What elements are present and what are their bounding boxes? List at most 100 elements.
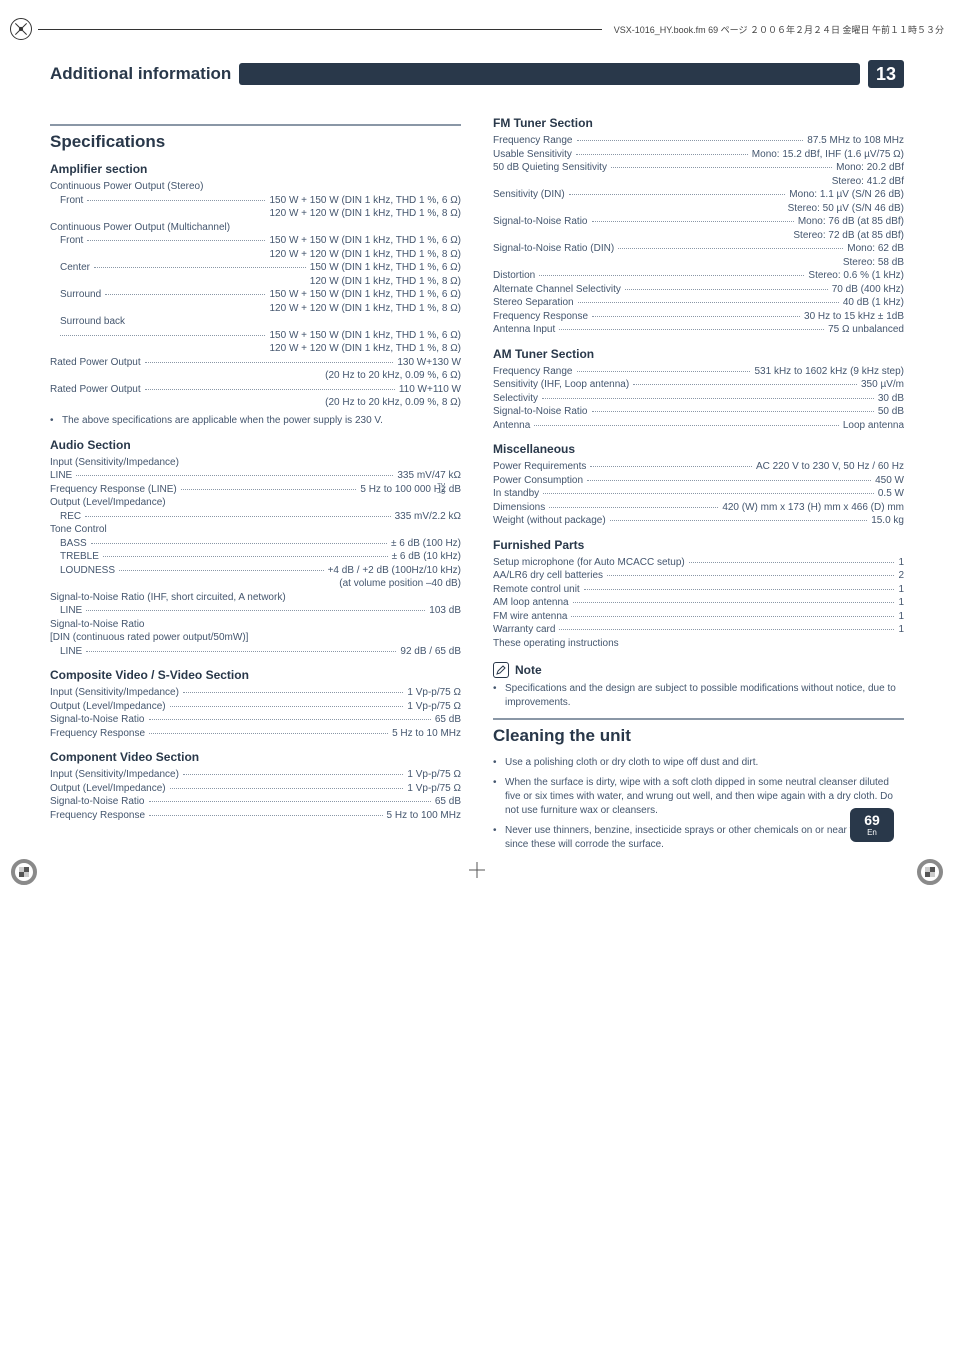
spec-row: AM loop antenna1 xyxy=(493,596,904,610)
row-value: Mono: 15.2 dBf, IHF (1.6 µV/75 Ω) xyxy=(752,148,904,162)
row-value: 150 W + 150 W (DIN 1 kHz, THD 1 %, 6 Ω) xyxy=(269,194,461,208)
amp-note-item: The above specifications are applicable … xyxy=(50,414,461,428)
row-label: Sensitivity (IHF, Loop antenna) xyxy=(493,378,629,392)
row-label: LINE xyxy=(60,645,82,659)
registration-mark-br xyxy=(916,858,944,886)
page-number-chip: 69 En xyxy=(850,808,894,842)
row-label: AA/LR6 dry cell batteries xyxy=(493,569,603,583)
row-value: Stereo: 50 µV (S/N 46 dB) xyxy=(493,202,904,216)
row-value: 92 dB / 65 dB xyxy=(400,645,461,659)
row-label: Output (Level/Impedance) xyxy=(50,782,166,796)
row-value: Mono: 62 dB xyxy=(847,242,904,256)
spec-row: LINE 92 dB / 65 dB xyxy=(50,645,461,659)
row-label: Power Consumption xyxy=(493,474,583,488)
row-label: Signal-to-Noise Ratio xyxy=(493,215,588,229)
row-value: ± 6 dB (10 kHz) xyxy=(392,550,461,564)
parts-last: These operating instructions xyxy=(493,637,904,651)
row-label: Weight (without package) xyxy=(493,514,606,528)
row-value: 120 W + 120 W (DIN 1 kHz, THD 1 %, 8 Ω) xyxy=(50,342,461,356)
row-label: Frequency Response xyxy=(493,310,588,324)
row-cond: (at volume position –40 dB) xyxy=(50,577,461,591)
specifications-heading: Specifications xyxy=(50,124,461,152)
row-value: AC 220 V to 230 V, 50 Hz / 60 Hz xyxy=(756,460,904,474)
row-label: Remote control unit xyxy=(493,583,580,597)
spec-row: Signal-to-Noise Ratio50 dB xyxy=(493,405,904,419)
composite-heading: Composite Video / S-Video Section xyxy=(50,668,461,682)
tone-control-heading: Tone Control xyxy=(50,523,461,537)
row-value: 40 dB (1 kHz) xyxy=(843,296,904,310)
row-label: Input (Sensitivity/Impedance) xyxy=(50,768,179,782)
spec-row: Input (Sensitivity/Impedance)1 Vp-p/75 Ω xyxy=(50,686,461,700)
row-label: Input (Sensitivity/Impedance) xyxy=(50,686,179,700)
spec-row: FM wire antenna1 xyxy=(493,610,904,624)
cpo-multi-label: Continuous Power Output (Multichannel) xyxy=(50,221,461,235)
spec-row: Setup microphone (for Auto MCACC setup)1 xyxy=(493,556,904,570)
row-value: 120 W (DIN 1 kHz, THD 1 %, 8 Ω) xyxy=(50,275,461,289)
pencil-icon xyxy=(493,662,509,678)
right-column: FM Tuner Section Frequency Range87.5 MHz… xyxy=(493,116,904,858)
spec-row: 150 W + 150 W (DIN 1 kHz, THD 1 %, 6 Ω) xyxy=(50,329,461,343)
spec-row: Rated Power Output 110 W+110 W xyxy=(50,383,461,397)
row-value: 120 W + 120 W (DIN 1 kHz, THD 1 %, 8 Ω) xyxy=(50,248,461,262)
row-label: Signal-to-Noise Ratio xyxy=(50,795,145,809)
row-value: 420 (W) mm x 173 (H) mm x 466 (D) mm xyxy=(722,501,904,515)
chapter-title: Additional information xyxy=(50,64,231,84)
row-value: 130 W+130 W xyxy=(397,356,461,370)
row-label: Antenna xyxy=(493,419,530,433)
row-label: Signal-to-Noise Ratio (DIN) xyxy=(493,242,614,256)
row-value: 1 Vp-p/75 Ω xyxy=(407,768,461,782)
spec-row: Rated Power Output 130 W+130 W xyxy=(50,356,461,370)
spec-row: Power Consumption 450 W xyxy=(493,474,904,488)
row-label: LINE xyxy=(60,604,82,618)
note-item: Specifications and the design are subjec… xyxy=(493,682,904,710)
spec-row: Signal-to-Noise RatioMono: 76 dB (at 85 … xyxy=(493,215,904,229)
chapter-number: 13 xyxy=(868,60,904,88)
row-value: 75 Ω unbalanced xyxy=(828,323,904,337)
spec-row: Output (Level/Impedance)1 Vp-p/75 Ω xyxy=(50,782,461,796)
content-columns: Specifications Amplifier section Continu… xyxy=(50,116,904,858)
row-label: Rated Power Output xyxy=(50,356,141,370)
din-heading: [DIN (continuous rated power output/50mW… xyxy=(50,631,461,645)
row-value: 103 dB xyxy=(429,604,461,618)
spec-row: 50 dB Quieting SensitivityMono: 20.2 dBf xyxy=(493,161,904,175)
spec-row: Frequency Response (LINE) 5 Hz to 100 00… xyxy=(50,483,461,497)
spec-row: Frequency Response5 Hz to 100 MHz xyxy=(50,809,461,823)
cleaning-list: Use a polishing cloth or dry cloth to wi… xyxy=(493,756,904,852)
row-label: REC xyxy=(60,510,81,524)
cleaning-heading: Cleaning the unit xyxy=(493,718,904,746)
cleaning-item: Never use thinners, benzine, insecticide… xyxy=(493,824,904,852)
spec-row: Sensitivity (IHF, Loop antenna)350 µV/m xyxy=(493,378,904,392)
top-registration-bar: VSX-1016_HY.book.fm 69 ページ ２００６年２月２４日 金曜… xyxy=(10,18,944,40)
spec-row: LINE 103 dB xyxy=(50,604,461,618)
spec-row: REC 335 mV/2.2 kΩ xyxy=(50,510,461,524)
row-value: 1 Vp-p/75 Ω xyxy=(407,700,461,714)
amplifier-heading: Amplifier section xyxy=(50,162,461,176)
spec-row: Frequency Response 5 Hz to 10 MHz xyxy=(50,727,461,741)
row-label: BASS xyxy=(60,537,87,551)
row-value: 531 kHz to 1602 kHz (9 kHz step) xyxy=(754,365,904,379)
row-value: 450 W xyxy=(875,474,904,488)
note-body: Specifications and the design are subjec… xyxy=(493,682,904,710)
row-value: 5 Hz to 100 MHz xyxy=(387,809,461,823)
snr-a-heading: Signal-to-Noise Ratio (IHF, short circui… xyxy=(50,591,461,605)
row-value: 5 Hz to 100 000 Hz dB +0 –3 xyxy=(360,483,461,497)
row-value: Loop antenna xyxy=(843,419,904,433)
parts-heading: Furnished Parts xyxy=(493,538,904,552)
spec-row: Sensitivity (DIN)Mono: 1.1 µV (S/N 26 dB… xyxy=(493,188,904,202)
row-label: Rated Power Output xyxy=(50,383,141,397)
row-value: 30 Hz to 15 kHz ± 1dB xyxy=(804,310,904,324)
spec-row: Weight (without package)15.0 kg xyxy=(493,514,904,528)
row-value: 150 W + 150 W (DIN 1 kHz, THD 1 %, 6 Ω) xyxy=(269,288,461,302)
spec-row: Frequency Range 531 kHz to 1602 kHz (9 kH… xyxy=(493,365,904,379)
surround-back-label: Surround back xyxy=(50,315,461,329)
spec-row: Front 150 W + 150 W (DIN 1 kHz, THD 1 %,… xyxy=(50,234,461,248)
row-cond: (20 Hz to 20 kHz, 0.09 %, 8 Ω) xyxy=(50,396,461,410)
registration-mark-bl xyxy=(10,858,38,886)
row-label: Frequency Response xyxy=(50,727,145,741)
row-value: 5 Hz to 10 MHz xyxy=(392,727,461,741)
row-label: Frequency Range xyxy=(493,365,573,379)
component-heading: Component Video Section xyxy=(50,750,461,764)
row-label: Antenna Input xyxy=(493,323,555,337)
row-label: Surround xyxy=(60,288,101,302)
row-label: Alternate Channel Selectivity xyxy=(493,283,621,297)
